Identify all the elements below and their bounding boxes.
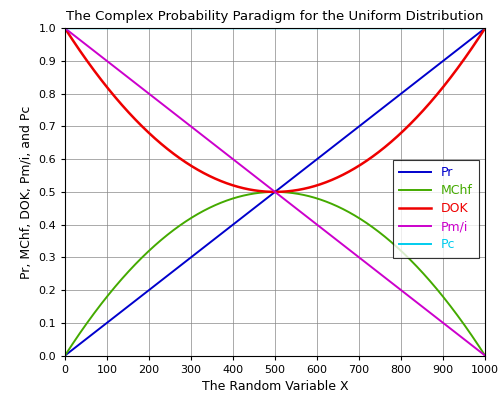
Pm/i [84,42,89,47]
MChf [266,189,272,194]
Pc [266,26,272,31]
Pc [392,26,398,31]
DOK [272,189,278,194]
Pm/i [266,185,272,190]
Pr [255,203,261,208]
Pr [266,194,272,199]
DOK [470,44,476,49]
MChf [84,322,89,326]
Line: DOK: DOK [65,28,485,192]
Pr [62,353,68,358]
Pc [62,26,68,31]
Y-axis label: Pr, MChf, DOK, Pm/i, and Pc: Pr, MChf, DOK, Pm/i, and Pc [20,105,32,279]
DOK [255,188,261,193]
Line: Pm/i: Pm/i [65,28,485,356]
Pr [482,26,488,31]
Pc [470,26,476,31]
Pr [392,95,398,100]
Pr [470,36,476,40]
MChf [470,335,476,340]
MChf [393,244,399,248]
Pr [470,36,476,40]
DOK [84,57,89,62]
DOK [482,26,488,31]
MChf [470,335,476,339]
Pc [470,26,476,31]
Legend: Pr, MChf, DOK, Pm/i, Pc: Pr, MChf, DOK, Pm/i, Pc [393,160,479,258]
DOK [470,44,476,49]
Pm/i [482,353,488,358]
Title: The Complex Probability Paradigm for the Uniform Distribution: The Complex Probability Paradigm for the… [66,10,484,23]
Pr [84,337,89,341]
DOK [266,189,272,194]
Pc [255,26,261,31]
DOK [393,135,399,140]
MChf [255,191,261,196]
MChf [62,353,68,358]
Line: MChf: MChf [65,192,485,356]
MChf [272,189,278,194]
Pm/i [255,176,261,181]
Pm/i [470,343,476,348]
MChf [482,353,488,358]
Line: Pr: Pr [65,28,485,356]
Pm/i [392,284,398,288]
Pc [482,26,488,31]
Pc [84,26,89,31]
DOK [62,26,68,31]
X-axis label: The Random Variable X: The Random Variable X [202,380,348,393]
Pm/i [470,343,476,348]
Pm/i [62,26,68,31]
